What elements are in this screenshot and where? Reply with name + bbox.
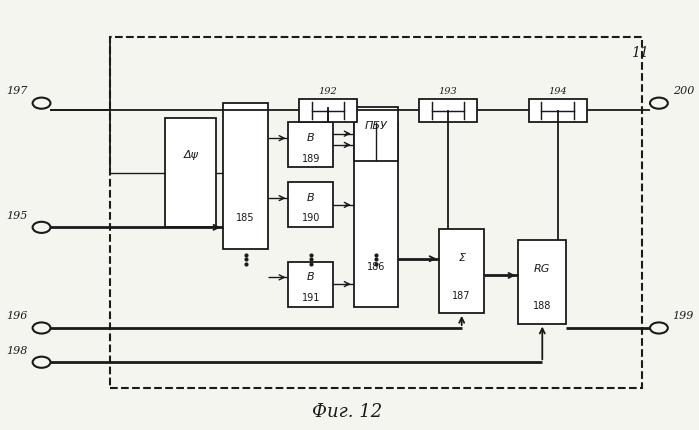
Text: Δψ: Δψ: [183, 150, 199, 160]
Text: 198: 198: [6, 345, 28, 355]
Text: 190: 190: [301, 213, 320, 223]
Text: 11: 11: [631, 46, 649, 60]
Bar: [110, 38, 642, 388]
Text: 197: 197: [6, 86, 28, 96]
Bar: [518, 241, 566, 324]
Bar: [354, 108, 398, 162]
Text: 200: 200: [672, 86, 694, 96]
Text: 193: 193: [438, 86, 457, 95]
Bar: [528, 100, 587, 123]
Text: 199: 199: [672, 310, 694, 320]
Text: 192: 192: [319, 86, 338, 95]
Bar: [223, 104, 268, 249]
Text: B: B: [307, 272, 315, 282]
Text: 188: 188: [533, 301, 552, 310]
Text: 187: 187: [452, 290, 471, 300]
Text: 185: 185: [236, 212, 255, 222]
Bar: [419, 100, 477, 123]
Text: Σ: Σ: [458, 252, 466, 262]
Text: 194: 194: [548, 86, 567, 95]
Bar: [289, 123, 333, 168]
Text: ПБУ: ПБУ: [365, 121, 387, 131]
Bar: [165, 119, 217, 228]
Bar: [354, 123, 398, 307]
Text: 196: 196: [6, 310, 28, 320]
Text: 189: 189: [301, 153, 320, 163]
Text: Фиг. 12: Фиг. 12: [312, 402, 382, 421]
Bar: [298, 100, 357, 123]
Text: B: B: [307, 133, 315, 143]
Text: 186: 186: [367, 261, 385, 271]
Text: 191: 191: [301, 292, 320, 302]
Text: RG: RG: [534, 263, 551, 273]
Bar: [289, 262, 333, 307]
Bar: [440, 230, 484, 313]
Bar: [289, 183, 333, 228]
Text: B: B: [307, 193, 315, 203]
Text: 195: 195: [6, 210, 28, 220]
